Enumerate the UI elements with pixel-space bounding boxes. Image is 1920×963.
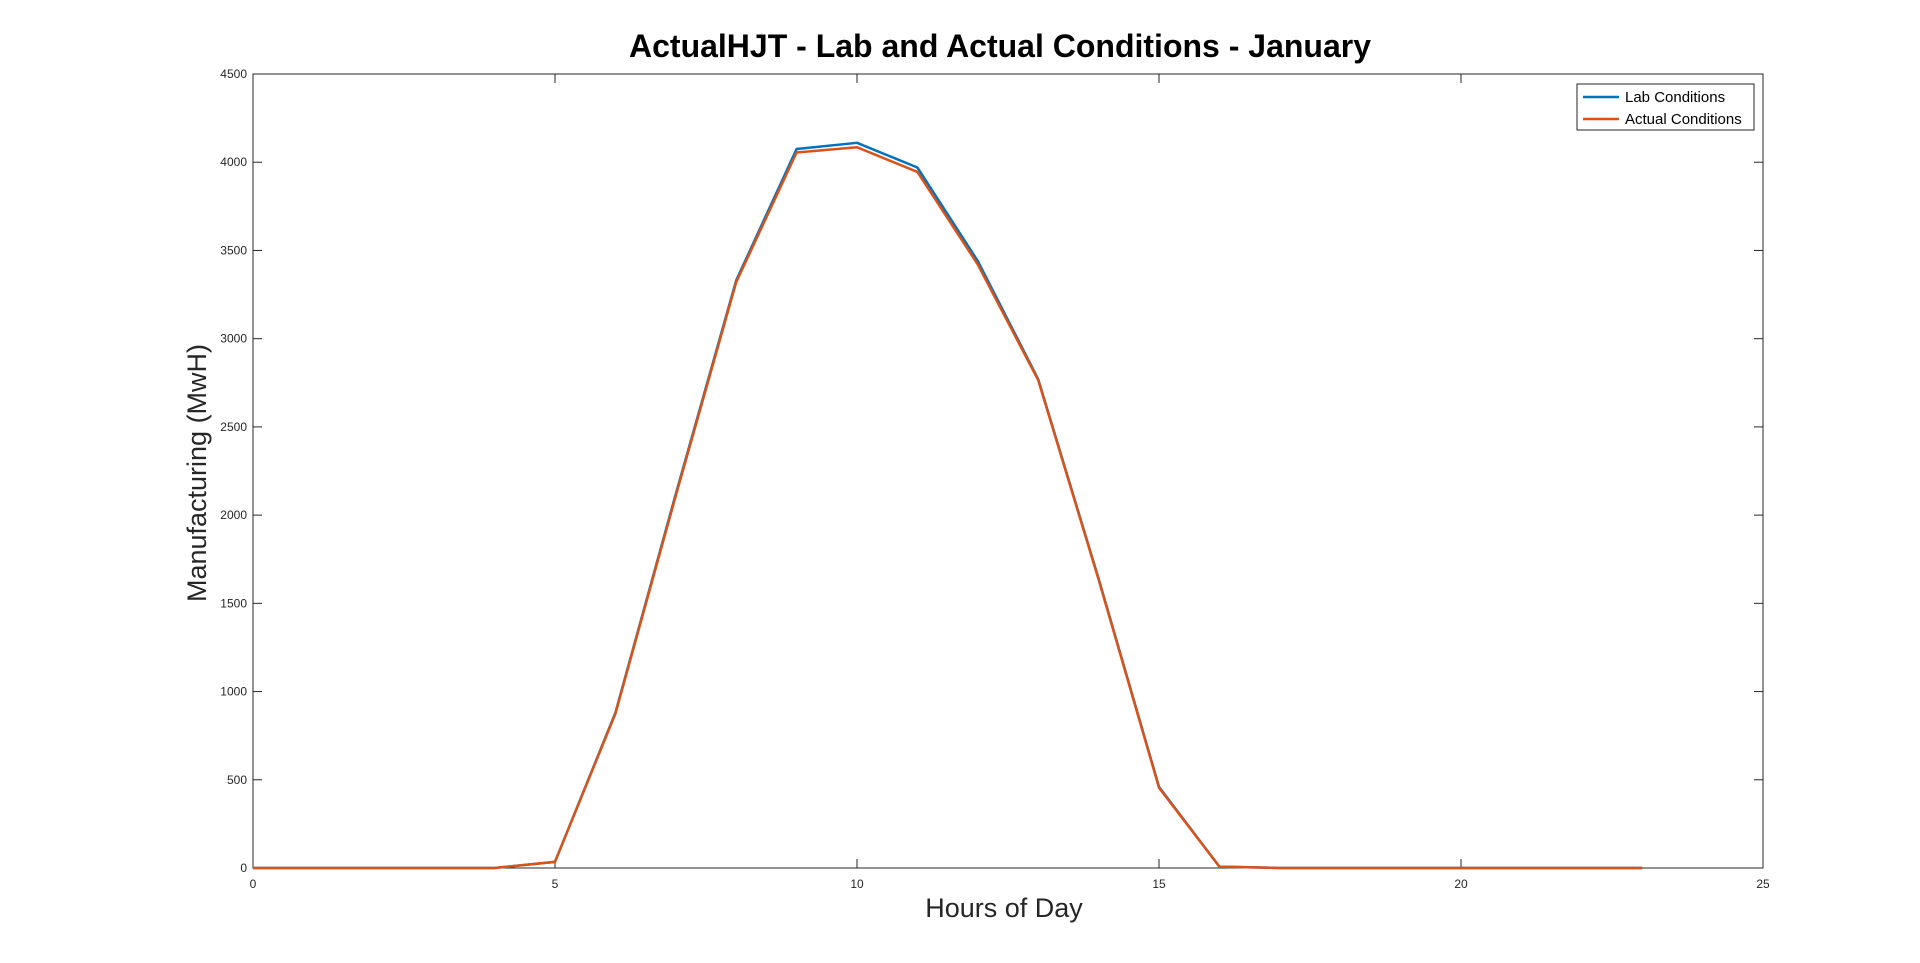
x-tick-label: 0 (250, 877, 257, 891)
y-tick-label: 2000 (220, 508, 247, 522)
x-tick-label: 15 (1152, 877, 1166, 891)
y-tick-label: 0 (240, 861, 247, 875)
legend: Lab Conditions Actual Conditions (1576, 83, 1755, 131)
legend-label: Actual Conditions (1625, 111, 1742, 128)
series-line-actual-conditions (253, 145, 1643, 870)
y-tick-label: 500 (227, 773, 247, 787)
y-tick-label: 1500 (220, 596, 247, 610)
legend-box (1576, 83, 1755, 131)
x-tick-label: 5 (552, 877, 559, 891)
axes-frame (252, 73, 1764, 869)
x-axis-title: Hours of Day (925, 893, 1083, 923)
y-tick-label: 3500 (220, 243, 247, 257)
y-axis-title: Manufacturing (MwH) (182, 344, 212, 602)
x-tick-label: 10 (850, 877, 864, 891)
y-tick-label: 1000 (220, 685, 247, 699)
y-tick-label: 4000 (220, 155, 247, 169)
plot-area: 0 5 10 15 20 25 0 500 1000 1500 2000 2500 3000 3500 40… (220, 67, 1770, 891)
x-tick-label: 25 (1756, 877, 1770, 891)
y-tick-label: 3000 (220, 332, 247, 346)
x-tick-label: 20 (1454, 877, 1468, 891)
y-tick-label: 2500 (220, 420, 247, 434)
chart-title: ActualHJT - Lab and Actual Conditions - … (629, 28, 1371, 64)
y-tick-label: 4500 (220, 67, 247, 81)
legend-label: Lab Conditions (1625, 89, 1725, 106)
